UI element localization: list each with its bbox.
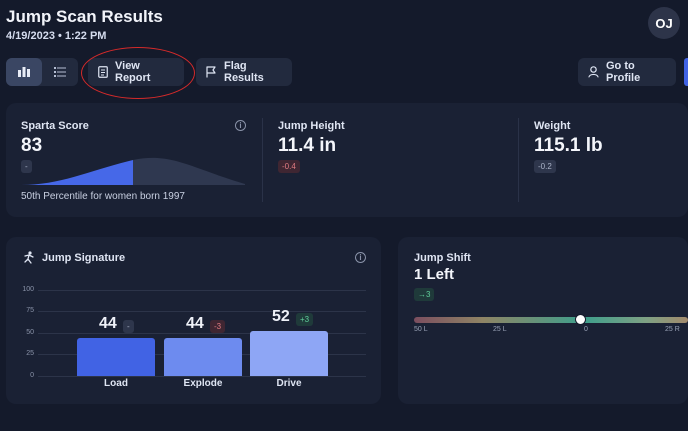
go-to-profile-label: Go to Profile xyxy=(606,60,641,84)
signature-bar-drive xyxy=(250,331,328,376)
jump-signature-label: Jump Signature xyxy=(42,252,126,264)
list-view-button[interactable] xyxy=(42,58,78,86)
avatar[interactable]: OJ xyxy=(648,7,680,39)
y-tick: 75 xyxy=(26,307,34,314)
bar-chart-icon xyxy=(18,67,30,77)
jump-shift-label: Jump Shift xyxy=(414,252,471,264)
percentile-text: 50th Percentile for women born 1997 xyxy=(21,191,185,202)
divider xyxy=(262,118,263,202)
jump-height-delta: -0.4 xyxy=(278,160,300,173)
signature-bar-load xyxy=(77,338,155,376)
y-tick: 0 xyxy=(30,372,34,379)
shift-tick: 25 L xyxy=(493,326,507,333)
jump-shift-indicator xyxy=(575,314,587,325)
signature-bar-delta: +3 xyxy=(296,313,314,326)
jump-height-value: 11.4 in xyxy=(278,135,337,156)
percentile-distribution-curve xyxy=(21,157,245,185)
user-icon xyxy=(588,66,599,78)
weight-delta: -0.2 xyxy=(534,160,556,173)
signature-bar-category: Load xyxy=(104,378,128,389)
page-title: Jump Scan Results xyxy=(6,7,163,26)
signature-bar-delta: - xyxy=(123,320,134,333)
go-to-profile-button[interactable]: Go to Profile xyxy=(578,58,676,86)
flag-icon xyxy=(206,66,216,78)
weight-label: Weight xyxy=(534,120,571,132)
signature-bar-value: 44 xyxy=(99,315,117,332)
info-icon[interactable]: i xyxy=(235,120,246,131)
flag-results-button[interactable]: Flag Results xyxy=(196,58,292,86)
signature-bar-explode xyxy=(164,338,242,376)
jump-signature-icon xyxy=(24,251,34,264)
jump-shift-delta: →3 xyxy=(414,288,435,301)
document-icon xyxy=(98,66,108,78)
sparta-score-delta: - xyxy=(21,160,32,173)
signature-bar-category: Drive xyxy=(276,378,302,389)
signature-bar-value: 52 xyxy=(272,308,290,325)
signature-bar-delta: -3 xyxy=(210,320,226,333)
weight-value: 115.1 lb xyxy=(534,135,603,156)
shift-tick: 0 xyxy=(584,326,588,333)
divider xyxy=(518,118,519,202)
view-report-label: View Report xyxy=(115,60,151,84)
sparta-score-value: 83 xyxy=(21,135,43,156)
signature-bar-value: 44 xyxy=(186,315,204,332)
summary-card xyxy=(6,103,688,217)
gridline xyxy=(38,290,366,291)
scan-datetime: 4/19/2023 • 1:22 PM xyxy=(6,30,107,42)
jump-shift-value: 1 Left xyxy=(414,266,455,283)
flag-results-label: Flag Results xyxy=(224,60,264,84)
view-mode-toggle xyxy=(6,58,78,86)
chart-view-button[interactable] xyxy=(6,58,42,86)
info-icon[interactable]: i xyxy=(355,252,366,263)
shift-tick: 25 R xyxy=(665,326,680,333)
jump-height-label: Jump Height xyxy=(278,120,345,132)
y-tick: 25 xyxy=(26,350,34,357)
shift-tick: 50 L xyxy=(414,326,428,333)
y-tick: 50 xyxy=(26,329,34,336)
signature-bar-category: Explode xyxy=(183,378,223,389)
sparta-score-label: Sparta Score xyxy=(21,120,89,132)
view-report-button[interactable]: View Report xyxy=(88,58,184,86)
gridline xyxy=(38,376,366,377)
y-tick: 100 xyxy=(22,286,34,293)
gridline xyxy=(38,311,366,312)
list-icon xyxy=(54,67,66,77)
gridline xyxy=(38,333,366,334)
primary-action-edge[interactable] xyxy=(684,58,688,86)
jump-shift-track xyxy=(414,317,688,323)
